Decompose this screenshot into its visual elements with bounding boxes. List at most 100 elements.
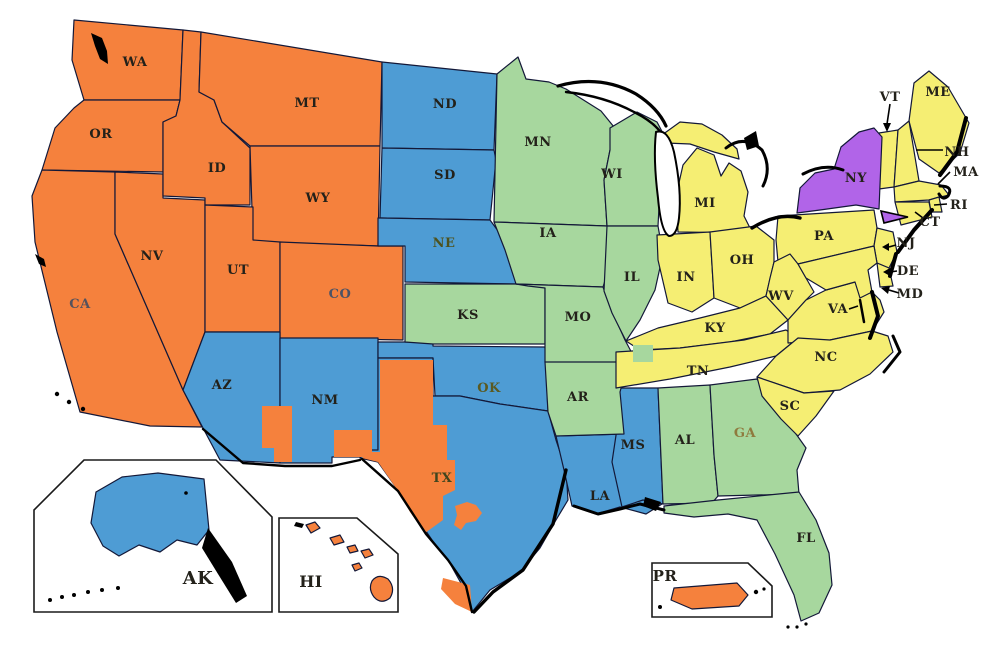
state-label-pa: PA (814, 229, 834, 244)
state-wv[interactable] (765, 253, 815, 321)
hawaii-inset-box (278, 517, 399, 613)
state-me[interactable] (908, 70, 970, 174)
mississippi-delta-blob (643, 497, 661, 511)
lake-michigan (653, 130, 681, 238)
vt-pointer-arrowhead (883, 123, 891, 132)
channel-island-dot (80, 406, 86, 412)
state-label-ca: CA (69, 297, 91, 312)
state-label-nm: NM (311, 393, 338, 408)
ct-pointer (914, 211, 924, 219)
state-label-fl: FL (796, 531, 815, 546)
alaska-panhandle-blob (202, 528, 247, 603)
new-mexico-bootheel-patch[interactable] (262, 406, 292, 462)
state-label-co: CO (329, 287, 352, 302)
state-co[interactable] (279, 241, 404, 341)
state-label-pr: PR (653, 567, 678, 585)
rio-grande-line (360, 457, 474, 614)
puerto-rico-islet-dot (658, 605, 662, 609)
state-label-oh: OH (730, 253, 755, 268)
territory-patch-layer (262, 345, 653, 612)
state-label-ok: OK (477, 381, 501, 396)
puerto-rico-inset-box (651, 562, 773, 618)
ma-pointer (937, 171, 951, 185)
state-label-nh: NH (944, 145, 969, 160)
state-label-sc: SC (780, 399, 801, 414)
state-label-ma: MA (953, 165, 979, 180)
ri-pointer (933, 203, 948, 206)
state-label-mt: MT (294, 96, 319, 111)
florida-keys-dot (786, 625, 790, 629)
aleutian-islands-dot (72, 593, 76, 597)
states-layer (31, 19, 970, 622)
new-england-coast-line (938, 116, 968, 177)
state-label-tx: TX (432, 471, 453, 486)
state-md[interactable] (797, 245, 878, 299)
de-pointer-arrowhead (883, 268, 890, 276)
state-label-ar: AR (566, 390, 589, 405)
state-label-ct: CT (919, 215, 940, 230)
state-pr[interactable] (670, 582, 749, 610)
lake-huron-shore (724, 140, 769, 188)
state-label-de: DE (897, 264, 919, 279)
md-pointer-arrowhead (881, 286, 890, 294)
state-label-mn: MN (524, 135, 551, 150)
state-sd[interactable] (379, 147, 497, 221)
state-label-nj: NJ (896, 236, 915, 251)
puerto-rico-islet-dot (753, 589, 759, 595)
state-sc[interactable] (756, 376, 835, 437)
lake-superior-north-shore (556, 79, 668, 128)
state-label-ny: NY (845, 171, 867, 186)
va-pointer-dash (848, 305, 859, 310)
hawaii-islet-dash (294, 522, 304, 528)
state-label-wv: WV (767, 289, 794, 304)
state-label-nv: NV (141, 249, 164, 264)
nj-pointer (888, 244, 897, 248)
state-label-az: AZ (211, 378, 233, 393)
state-label-al: AL (674, 433, 695, 448)
state-label-sd: SD (434, 168, 456, 183)
state-label-ms: MS (621, 438, 646, 453)
state-label-ky: KY (704, 321, 725, 336)
lake-erie-shore (750, 214, 802, 230)
state-label-ne: NE (433, 236, 456, 251)
state-label-md: MD (897, 287, 924, 302)
west-texas-patch[interactable] (362, 360, 455, 533)
puget-sound-blob (91, 33, 108, 64)
state-label-ia: IA (539, 226, 557, 241)
state-hi[interactable] (305, 521, 394, 602)
state-fl[interactable] (663, 491, 833, 622)
callout-pointer-layer (848, 103, 951, 310)
channel-island-dot (66, 399, 72, 405)
state-label-wi: WI (600, 167, 623, 182)
cape-cod-hook (937, 184, 952, 200)
georgian-bay-blob (744, 131, 759, 150)
vt-pointer (886, 103, 891, 125)
mississippi-corner-patch[interactable] (633, 345, 653, 362)
long-island-outline (879, 209, 909, 224)
state-label-la: LA (590, 489, 611, 504)
state-label-ri: RI (950, 198, 968, 213)
aleutian-islands-dot (116, 586, 120, 590)
mid-atlantic-coast-line (896, 208, 934, 254)
lake-ontario-shore (801, 165, 845, 176)
central-texas-patch[interactable] (454, 502, 482, 530)
new-mexico-south-patch[interactable] (334, 430, 372, 457)
state-label-in: IN (677, 270, 696, 285)
aleutian-islands-dot (100, 588, 104, 592)
state-az[interactable] (182, 331, 281, 464)
aleutian-islands-dot (86, 590, 90, 594)
state-label-or: OR (89, 127, 112, 142)
state-label-ks: KS (457, 308, 479, 323)
delmarva-coast-line (868, 290, 880, 340)
state-label-mi: MI (694, 196, 715, 211)
puerto-rico-islet-dot (762, 587, 766, 591)
state-ny[interactable] (796, 127, 883, 214)
state-label-va: VA (827, 302, 849, 317)
aleutian-islands-dot (60, 595, 64, 599)
south-texas-patch[interactable] (441, 578, 472, 612)
nj-pointer-arrowhead (882, 243, 889, 251)
state-label-il: IL (624, 270, 640, 285)
state-label-id: ID (208, 161, 226, 176)
state-ak[interactable] (90, 472, 210, 557)
alaska-interior-dot (184, 491, 188, 495)
